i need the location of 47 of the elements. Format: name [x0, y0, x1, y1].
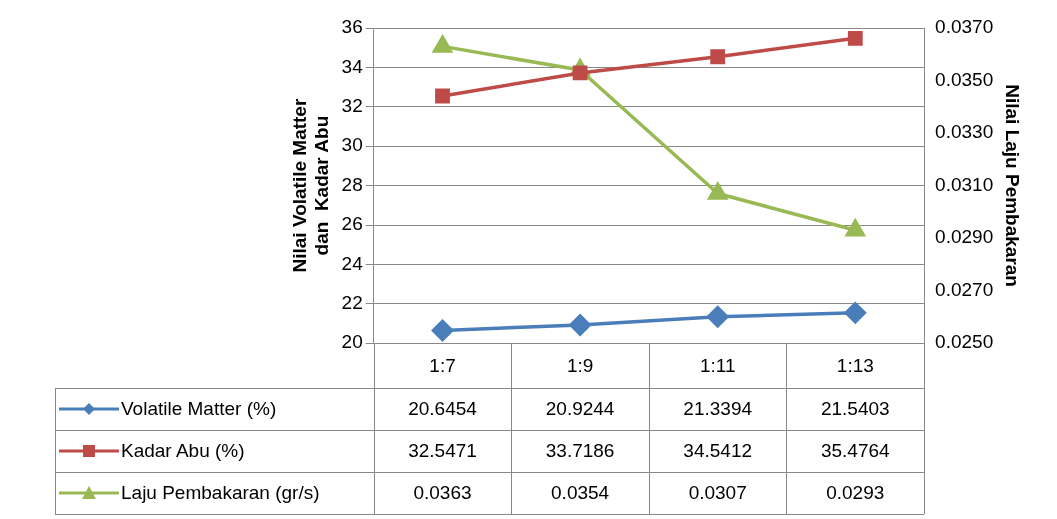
point: [432, 35, 453, 53]
data-label: 0.0354: [551, 482, 610, 504]
y2-tick-label: 0.0270: [935, 278, 994, 300]
legend-label: Volatile Matter (%): [121, 398, 277, 420]
y2-tick-label: 0.0310: [935, 173, 994, 195]
x-tick-label: 1:11: [699, 354, 736, 376]
y-tick-label: 28: [341, 173, 363, 195]
y2-axis-title: Nilai Laju Pembakaran: [1002, 84, 1024, 287]
x-tick-label: 1:7: [429, 354, 456, 376]
data-label: 0.0363: [413, 482, 472, 504]
y-tick-label: 20: [341, 331, 363, 353]
y-tick-label: 24: [341, 252, 364, 274]
y-tick-label: 22: [341, 292, 363, 314]
legend-label: Kadar Abu (%): [121, 440, 245, 462]
data-label: 0.0307: [688, 482, 747, 504]
data-label: 34.5412: [683, 440, 753, 462]
point: [708, 182, 728, 200]
point: [706, 306, 729, 328]
y-tick-label: 26: [341, 213, 363, 235]
legend-label: Laju Pembakaran (gr/s): [121, 482, 320, 504]
point: [569, 314, 591, 336]
y2-tick-label: 0.0330: [935, 121, 994, 143]
point: [431, 319, 454, 342]
y-tick-label: 36: [341, 16, 363, 38]
point: [844, 302, 867, 324]
x-tick-label: 1:13: [836, 354, 874, 376]
point: [710, 49, 726, 65]
data-label: 20.9244: [545, 398, 615, 420]
y-tick-label: 30: [341, 134, 363, 156]
data-label: 0.0293: [826, 482, 885, 504]
x-tick-label: 1:9: [566, 354, 594, 376]
y-tick-label: 32: [341, 95, 363, 117]
y2-tick-label: 0.0290: [935, 226, 994, 248]
point: [435, 88, 450, 104]
data-label: 32.5471: [408, 440, 477, 462]
y2-tick-label: 0.0250: [935, 331, 994, 353]
data-label: 21.3394: [683, 398, 753, 420]
data-label: 21.5403: [820, 398, 890, 420]
data-label: 35.4764: [820, 440, 890, 462]
y2-tick-label: 0.0350: [935, 68, 994, 90]
point: [847, 30, 863, 46]
y-axis-title: Nilai Volatile Matter dan Kadar Abu: [288, 98, 333, 273]
y2-tick-label: 0.0370: [935, 16, 994, 38]
data-label: 20.6454: [408, 398, 477, 420]
y-tick-label: 34: [341, 55, 364, 77]
data-label: 33.7186: [545, 440, 615, 462]
point: [845, 219, 865, 237]
